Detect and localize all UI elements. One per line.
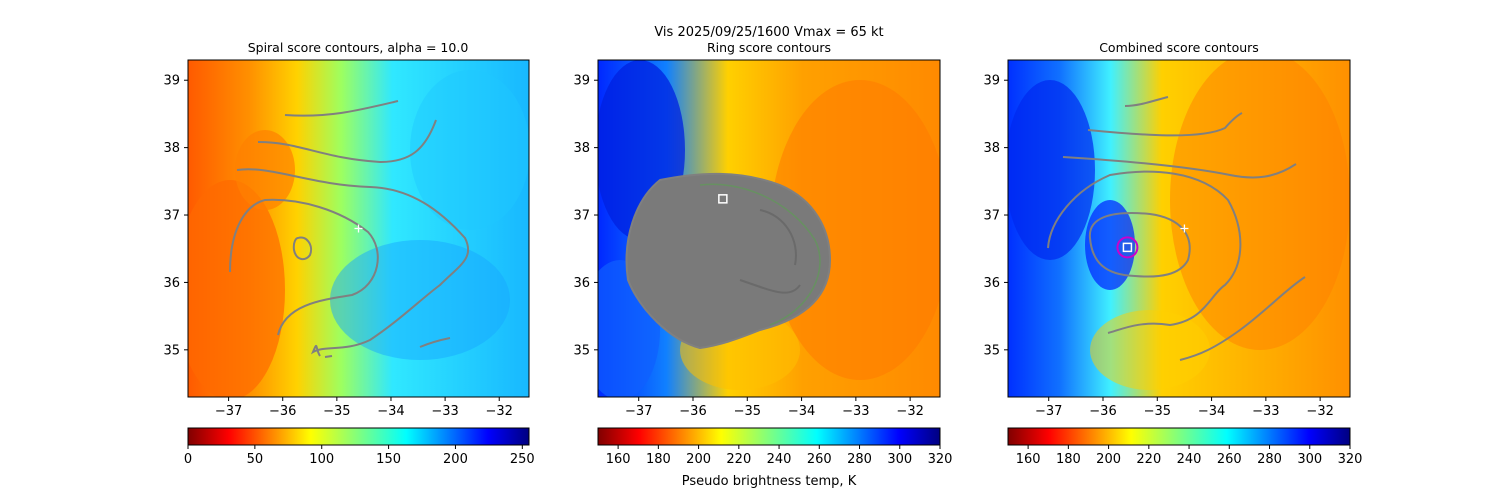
panel-title: Ring score contours [707, 40, 831, 55]
colorbar-tick-label: 240 [1177, 452, 1202, 467]
markers [718, 194, 728, 204]
y-tick-label: 37 [573, 209, 590, 224]
figure-suptitle: Vis 2025/09/25/1600 Vmax = 65 kt [654, 25, 883, 40]
colorbar-tick-label: 160 [1016, 452, 1041, 467]
axis-ticks: −37 −36 −35 −34 −33 −32 35 36 37 38 39 [163, 74, 512, 419]
plot-frame [597, 59, 941, 398]
y-tick-label: 36 [163, 276, 180, 291]
colorbar [187, 427, 530, 446]
x-tick-label: −34 [377, 404, 404, 419]
colorbar-tick-label: 180 [1056, 452, 1081, 467]
colorbar-tick-label: 180 [646, 452, 671, 467]
markers [354, 224, 363, 233]
center-square-marker [1122, 242, 1133, 253]
axis-ticks: −37 −36 −35 −34 −33 −32 35 36 37 38 39 [983, 74, 1333, 419]
colorbar-tick-label: 200 [443, 452, 468, 467]
y-tick-label: 39 [163, 74, 180, 89]
plot-frame [1007, 59, 1351, 398]
colorbar-ticks: 160 180 200 220 240 260 280 300 320 [1016, 445, 1363, 467]
x-tick-label: −36 [269, 404, 296, 419]
colorbar-tick-label: 320 [1338, 452, 1363, 467]
colorbar-ticks: 160 180 200 220 240 260 280 300 320 [606, 445, 953, 467]
y-tick-label: 39 [983, 74, 1000, 89]
x-tick-label: −32 [486, 404, 513, 419]
x-tick-label: −33 [431, 404, 458, 419]
colorbar-tick-label: 200 [686, 452, 711, 467]
colorbar-tick-label: 280 [847, 452, 872, 467]
y-tick-label: 39 [573, 74, 590, 89]
colorbar-tick-label: 320 [928, 452, 953, 467]
panel-spiral: Spiral score contours, alpha = 10.0 −37−… [163, 40, 534, 467]
center-plus-marker [354, 224, 363, 233]
x-tick-label: −35 [323, 404, 350, 419]
colorbar-tick-label: 100 [309, 452, 334, 467]
x-tick-label: −35 [734, 404, 761, 419]
colorbar-tick-label: 150 [376, 452, 401, 467]
panel-title: Spiral score contours, alpha = 10.0 [248, 40, 469, 55]
x-tick-label: −35 [1144, 404, 1171, 419]
x-tick-label: −37 [215, 404, 242, 419]
x-tick-label: −32 [896, 404, 923, 419]
center-plus-marker [1180, 224, 1189, 233]
x-tick-label: −37 [1035, 404, 1062, 419]
x-tick-label: −34 [788, 404, 815, 419]
colorbar-tick-label: 220 [1136, 452, 1161, 467]
spiral-contours [229, 100, 470, 358]
panel-title: Combined score contours [1099, 40, 1259, 55]
colorbar-tick-label: 280 [1257, 452, 1282, 467]
y-tick-label: 35 [573, 343, 590, 358]
panel-ring: Ring score contours −37 −36 −35 −34 −33 −32 35… [573, 40, 952, 489]
combined-contours [1047, 96, 1306, 361]
colorbar-tick-label: 220 [726, 452, 751, 467]
colorbar-tick-label: 300 [1297, 452, 1322, 467]
colorbar-tick-label: 160 [606, 452, 631, 467]
y-tick-label: 36 [573, 276, 590, 291]
center-square-marker [718, 194, 728, 204]
colorbar-tick-label: 0 [184, 452, 192, 467]
plot-frame [187, 59, 530, 398]
heatmap-field [188, 60, 529, 397]
y-tick-label: 38 [573, 141, 590, 156]
y-tick-label: 35 [163, 343, 180, 358]
colorbar-tick-label: 240 [767, 452, 792, 467]
y-tick-label: 38 [163, 141, 180, 156]
ring-contours [625, 172, 832, 350]
colorbar-label: Pseudo brightness temp, K [682, 474, 857, 489]
x-tick-label: −36 [679, 404, 706, 419]
x-tick-label: −32 [1306, 404, 1333, 419]
x-tick-label: −36 [1089, 404, 1116, 419]
y-tick-label: 35 [983, 343, 1000, 358]
y-tick-label: 38 [983, 141, 1000, 156]
colorbar-tick-label: 50 [247, 452, 264, 467]
colorbar-ticks: 0 50 100 150 200 250 [184, 445, 535, 467]
colorbar-tick-label: 260 [807, 452, 832, 467]
colorbar-tick-label: 300 [887, 452, 912, 467]
colorbar-tick-label: 250 [510, 452, 535, 467]
y-tick-label: 37 [983, 209, 1000, 224]
markers [1116, 224, 1189, 259]
x-tick-label: −33 [1252, 404, 1279, 419]
x-tick-label: −37 [625, 404, 652, 419]
colorbar [597, 427, 941, 446]
axis-ticks: −37 −36 −35 −34 −33 −32 35 36 37 38 39 [573, 74, 923, 419]
y-tick-label: 36 [983, 276, 1000, 291]
colorbar-tick-label: 260 [1217, 452, 1242, 467]
y-tick-label: 37 [163, 209, 180, 224]
colorbar [1007, 427, 1351, 446]
center-circle-marker [1116, 236, 1139, 259]
x-tick-label: −34 [1198, 404, 1225, 419]
x-tick-label: −33 [842, 404, 869, 419]
colorbar-tick-label: 200 [1096, 452, 1121, 467]
panel-combined: Combined score contours −37 −36 −35 −34 −33−… [983, 40, 1362, 467]
